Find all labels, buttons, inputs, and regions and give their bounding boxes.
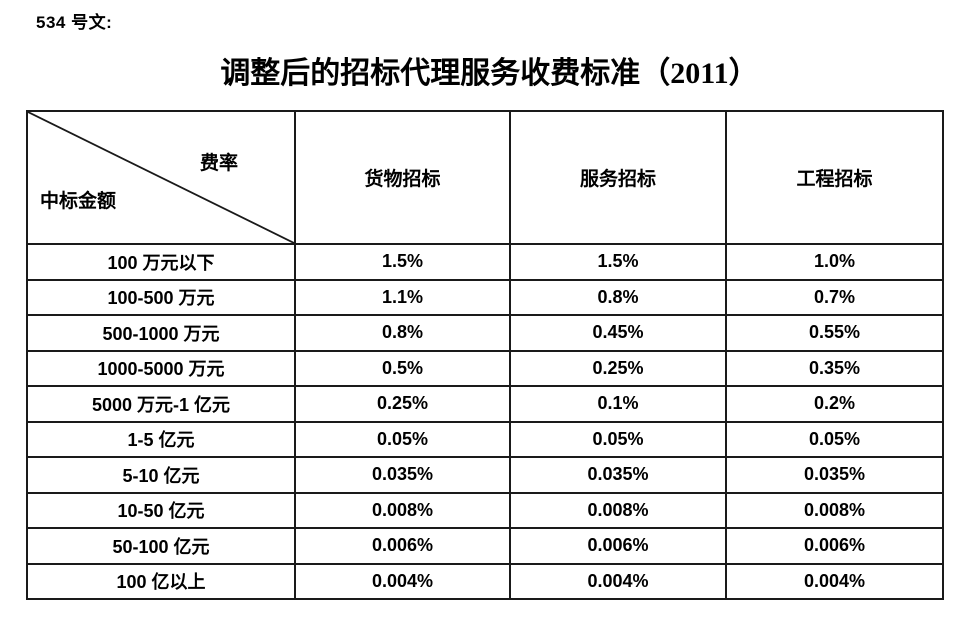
corner-cell: 费率 中标金额 [26,110,296,245]
rate-value-cell: 0.008% [725,491,944,529]
rate-value-cell: 0.25% [509,349,727,387]
row-label-amount-range: 10-50 亿元 [26,491,296,529]
row-label-amount-range: 50-100 亿元 [26,527,296,565]
rate-value-cell: 1.0% [725,243,944,281]
row-label-amount-range: 100 亿以上 [26,562,296,600]
row-label-amount-range: 5-10 亿元 [26,456,296,494]
rate-value-cell: 0.006% [294,527,511,565]
rate-value-cell: 0.004% [294,562,511,600]
rate-value-cell: 1.5% [294,243,511,281]
rate-value-cell: 0.006% [509,527,727,565]
rate-value-cell: 0.55% [725,314,944,352]
rate-value-cell: 0.006% [725,527,944,565]
corner-label-amount: 中标金额 [40,191,117,212]
row-label-amount-range: 5000 万元-1 亿元 [26,385,296,423]
rate-value-cell: 0.25% [294,385,511,423]
rate-value-cell: 0.008% [509,491,727,529]
rate-value-cell: 0.7% [725,278,944,316]
column-header-goods: 货物招标 [294,110,511,245]
doc-number: 534 号文: [36,13,113,32]
rate-value-cell: 0.45% [509,314,727,352]
rate-value-cell: 0.2% [725,385,944,423]
diagonal-divider-line [28,112,294,243]
corner-label-rate: 费率 [200,153,239,174]
page-title: 调整后的招标代理服务收费标准（2011） [220,57,759,90]
table-row: 5000 万元-1 亿元 0.25% 0.1% 0.2% [26,385,944,423]
fee-table: 费率 中标金额 货物招标 服务招标 工程招标 100 万元以下 1.5% 1.5% 1… [26,110,944,600]
table-row: 10-50 亿元 0.008% 0.008% 0.008% [26,491,944,529]
rate-value-cell: 0.35% [725,349,944,387]
rate-value-cell: 0.008% [294,491,511,529]
rate-value-cell: 0.8% [509,278,727,316]
rate-value-cell: 0.035% [294,456,511,494]
column-header-service: 服务招标 [509,110,727,245]
table-row: 1000-5000 万元 0.5% 0.25% 0.35% [26,349,944,387]
fee-table-body: 100 万元以下 1.5% 1.5% 1.0% 100-500 万元 1.1% 0.8% 0.… [26,243,944,600]
rate-value-cell: 1.1% [294,278,511,316]
table-row: 100-500 万元 1.1% 0.8% 0.7% [26,278,944,316]
rate-value-cell: 0.5% [294,349,511,387]
table-row: 50-100 亿元 0.006% 0.006% 0.006% [26,527,944,565]
rate-value-cell: 0.035% [509,456,727,494]
table-row: 100 万元以下 1.5% 1.5% 1.0% [26,243,944,281]
column-header-works: 工程招标 [725,110,944,245]
row-label-amount-range: 1-5 亿元 [26,420,296,458]
rate-value-cell: 0.035% [725,456,944,494]
rate-value-cell: 0.05% [725,420,944,458]
header-row: 费率 中标金额 货物招标 服务招标 工程招标 [26,110,944,245]
rate-value-cell: 1.5% [509,243,727,281]
rate-value-cell: 0.05% [294,420,511,458]
row-label-amount-range: 100-500 万元 [26,278,296,316]
row-label-amount-range: 500-1000 万元 [26,314,296,352]
rate-value-cell: 0.05% [509,420,727,458]
table-row: 1-5 亿元 0.05% 0.05% 0.05% [26,420,944,458]
row-label-amount-range: 100 万元以下 [26,243,296,281]
rate-value-cell: 0.8% [294,314,511,352]
table-row: 5-10 亿元 0.035% 0.035% 0.035% [26,456,944,494]
table-row: 100 亿以上 0.004% 0.004% 0.004% [26,562,944,600]
rate-value-cell: 0.004% [725,562,944,600]
row-label-amount-range: 1000-5000 万元 [26,349,296,387]
rate-value-cell: 0.004% [509,562,727,600]
table-row: 500-1000 万元 0.8% 0.45% 0.55% [26,314,944,352]
rate-value-cell: 0.1% [509,385,727,423]
